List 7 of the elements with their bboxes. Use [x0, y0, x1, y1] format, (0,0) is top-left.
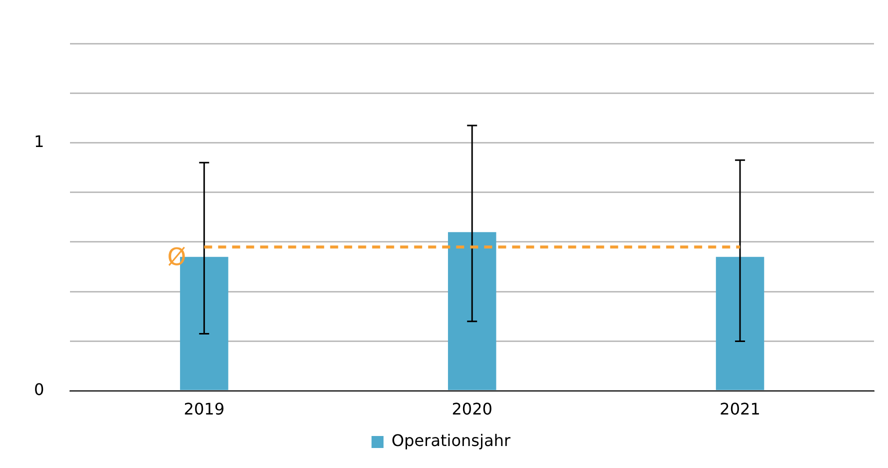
ref-line-label: Ø	[167, 243, 186, 272]
legend-label: Operationsjahr	[392, 431, 511, 450]
x-tick-label: 2020	[452, 400, 492, 419]
x-tick-label: 2021	[720, 400, 760, 419]
y-tick-label: 1	[34, 132, 44, 151]
x-tick-label: 2019	[184, 400, 225, 419]
y-tick-label: 0	[34, 380, 44, 399]
